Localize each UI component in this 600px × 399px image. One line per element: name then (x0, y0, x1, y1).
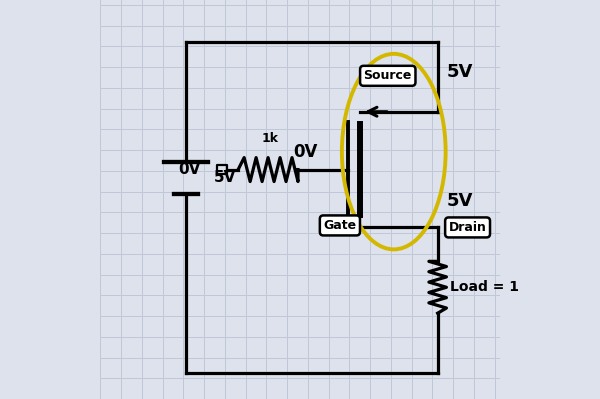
Text: 0V: 0V (178, 162, 200, 177)
Text: 5V: 5V (446, 63, 473, 81)
Text: 5V: 5V (446, 192, 473, 211)
Text: Drain: Drain (449, 221, 487, 234)
Text: 0V: 0V (293, 142, 318, 161)
Text: 1k: 1k (262, 132, 278, 145)
Text: 5V: 5V (214, 170, 236, 185)
Text: Load = 1: Load = 1 (449, 280, 518, 294)
Text: Source: Source (364, 69, 412, 82)
Text: Gate: Gate (323, 219, 356, 232)
